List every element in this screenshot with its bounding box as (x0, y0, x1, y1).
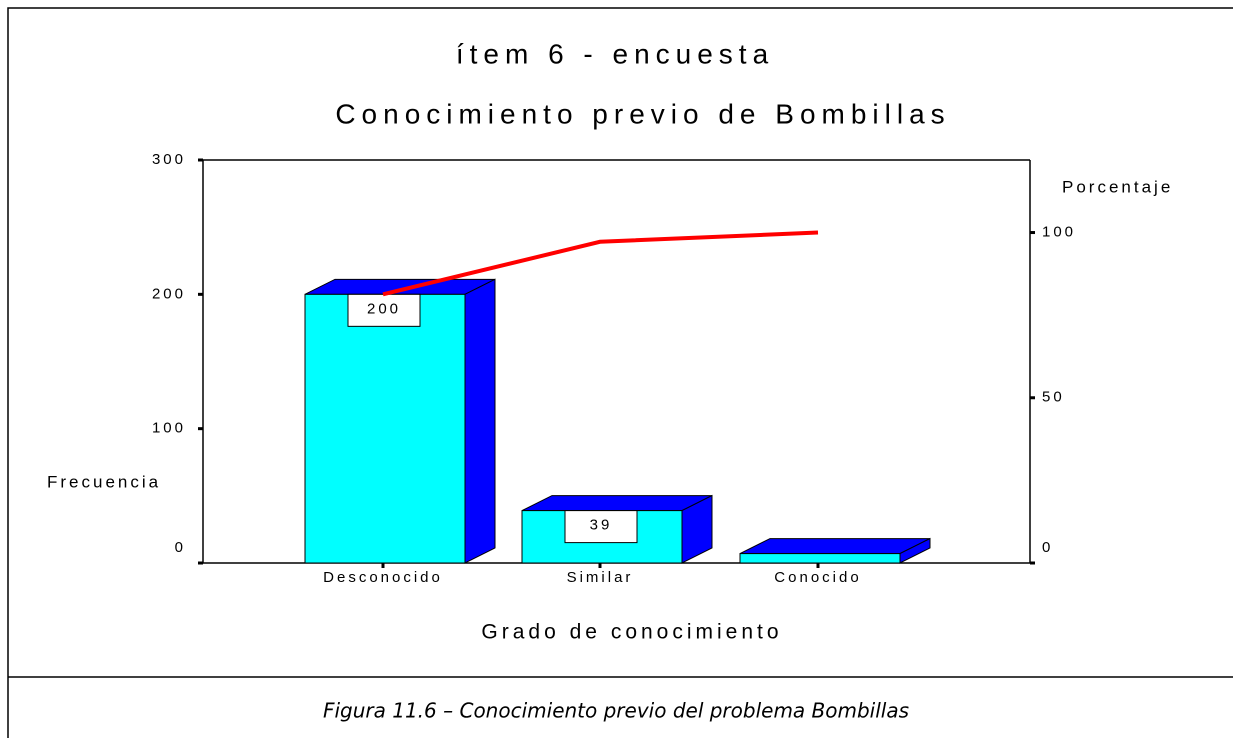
bar-front (739, 553, 901, 564)
caption: Figura 11.6 – Conocimiento previo del pr… (323, 699, 909, 723)
bar-top (739, 538, 931, 555)
x-axis-label: Grado de conocimiento (481, 621, 782, 644)
y-axis-label: Frecuencia (47, 472, 161, 491)
y2-tick-label: 50 (1042, 389, 1065, 406)
value-label: 200 (367, 300, 401, 317)
bar-front (304, 293, 466, 564)
value-label-box (564, 510, 638, 544)
line (382, 230, 819, 297)
value-label-box (347, 293, 421, 327)
y-tick-label: 200 (152, 285, 186, 302)
x-tick-label: Similar (567, 569, 634, 586)
y2-tick-label: 0 (1042, 539, 1053, 556)
chart-title: ítem 6 - encuesta (456, 38, 774, 69)
y-tick-label: 0 (175, 539, 186, 556)
chart-subtitle: Conocimiento previo de Bombillas (335, 98, 950, 129)
frame (7, 7, 1233, 743)
y2-tick-label: 100 (1042, 224, 1076, 241)
bar (304, 278, 496, 564)
x-tick-label: Conocido (774, 569, 861, 586)
bar-top (521, 495, 713, 512)
bar-side (464, 278, 496, 564)
y-tick-label: 300 (152, 151, 186, 168)
y2-axis-label: Porcentaje (1062, 177, 1173, 196)
value-label: 39 (590, 517, 613, 534)
y-tick-label: 100 (152, 420, 186, 437)
bar (739, 537, 931, 564)
x-tick-label: Desconocido (323, 569, 443, 586)
